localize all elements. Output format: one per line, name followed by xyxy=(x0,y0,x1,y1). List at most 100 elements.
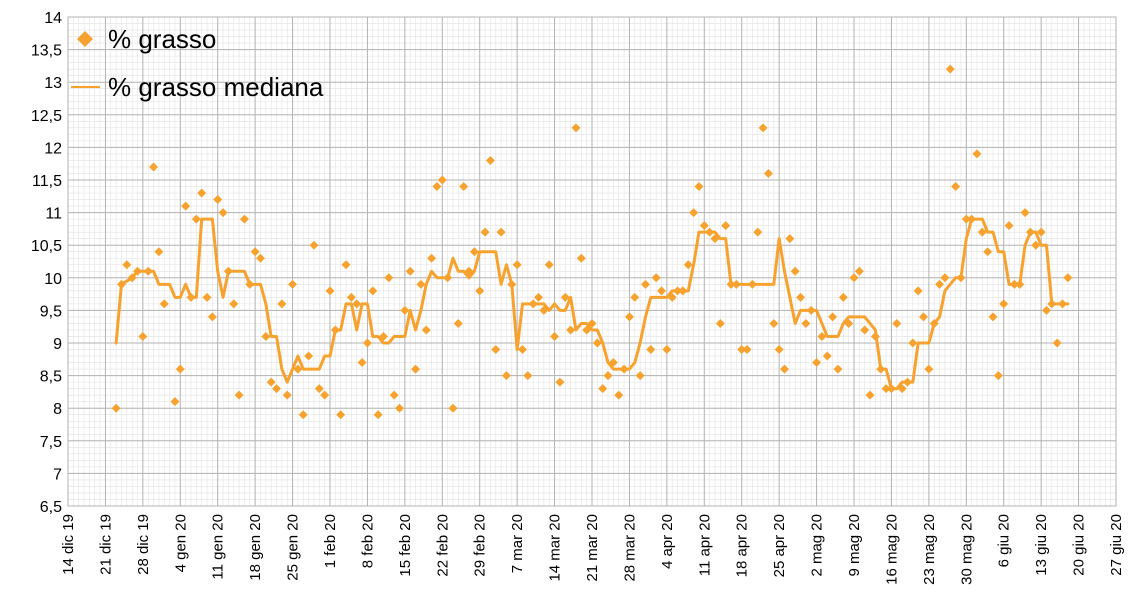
data-point-diamond xyxy=(491,345,501,355)
data-point-diamond xyxy=(1031,240,1041,250)
data-point-diamond xyxy=(1058,299,1068,309)
data-point-diamond xyxy=(453,318,463,328)
data-point-diamond xyxy=(935,279,945,289)
data-point-diamond xyxy=(870,331,880,341)
x-tick-label: 21 mar 20 xyxy=(584,514,601,582)
data-point-diamond xyxy=(395,403,405,413)
data-point-diamond xyxy=(245,279,255,289)
data-point-diamond xyxy=(1015,279,1025,289)
data-point-diamond xyxy=(266,377,276,387)
data-point-diamond xyxy=(250,247,260,257)
data-point-diamond xyxy=(603,371,613,381)
x-tick-label: 4 gen 20 xyxy=(172,514,189,572)
data-point-diamond xyxy=(534,292,544,302)
data-point-diamond xyxy=(191,214,201,224)
data-point-diamond xyxy=(662,345,672,355)
data-point-diamond xyxy=(528,299,538,309)
data-point-diamond xyxy=(737,345,747,355)
data-point-diamond xyxy=(459,182,469,192)
data-point-diamond xyxy=(678,286,688,296)
y-tick-label: 11 xyxy=(45,206,62,223)
data-point-diamond xyxy=(993,371,1003,381)
data-point-diamond xyxy=(1025,227,1035,237)
data-point-diamond xyxy=(1009,279,1019,289)
x-tick-label: 9 mag 20 xyxy=(846,514,863,577)
x-tick-label: 16 mag 20 xyxy=(883,514,900,585)
data-point-diamond xyxy=(272,384,282,394)
data-point-diamond xyxy=(967,214,977,224)
data-point-diamond xyxy=(523,371,533,381)
data-point-diamond xyxy=(699,221,709,231)
data-point-diamond xyxy=(614,390,624,400)
data-point-diamond xyxy=(951,182,961,192)
data-point-diamond xyxy=(731,279,741,289)
data-point-diamond xyxy=(223,266,233,276)
data-point-diamond xyxy=(876,364,886,374)
data-point-diamond xyxy=(384,273,394,283)
y-tick-label: 9 xyxy=(53,336,62,353)
x-tick-label: 28 mar 20 xyxy=(621,514,638,582)
x-tick-label: 22 feb 20 xyxy=(434,514,451,577)
data-point-diamond xyxy=(411,364,421,374)
x-tick-label: 28 dic 19 xyxy=(135,514,152,575)
data-point-diamond xyxy=(630,292,640,302)
data-point-diamond xyxy=(421,325,431,335)
x-tick-label: 14 mar 20 xyxy=(547,514,564,582)
data-point-diamond xyxy=(239,214,249,224)
data-point-diamond xyxy=(576,253,586,263)
legend-label-markers: % grasso xyxy=(108,24,216,54)
data-point-diamond xyxy=(710,234,720,244)
data-point-diamond xyxy=(651,273,661,283)
y-axis-tick-labels: 6,5 7 7,5 8 8,5 9 9,5 10 10,5 11 11,5 12 12,5 13 13,5 1… xyxy=(31,10,62,516)
data-point-diamond xyxy=(464,266,474,276)
data-point-diamond xyxy=(747,279,757,289)
data-point-diamond xyxy=(972,149,982,159)
data-point-diamond xyxy=(507,279,517,289)
data-point-diamond xyxy=(175,364,185,374)
y-tick-label: 13 xyxy=(44,75,62,92)
data-point-diamond xyxy=(796,292,806,302)
data-point-diamond xyxy=(352,299,362,309)
x-tick-label: 8 feb 20 xyxy=(359,514,376,568)
x-tick-label: 11 gen 20 xyxy=(210,514,227,580)
data-point-diamond xyxy=(336,410,346,420)
data-point-diamond xyxy=(646,345,656,355)
data-point-diamond xyxy=(496,227,506,237)
x-tick-label: 18 apr 20 xyxy=(734,514,751,577)
data-point-diamond xyxy=(261,331,271,341)
x-tick-label: 25 gen 20 xyxy=(285,514,302,581)
x-tick-label: 2 mag 20 xyxy=(809,514,826,577)
data-point-diamond xyxy=(919,312,929,322)
data-point-diamond xyxy=(512,260,522,270)
data-point-diamond xyxy=(769,318,779,328)
x-tick-label: 27 giu 20 xyxy=(1108,514,1125,576)
data-point-diamond xyxy=(362,338,372,348)
data-point-diamond xyxy=(753,227,763,237)
data-point-diamond xyxy=(309,240,319,250)
x-tick-label: 11 apr 20 xyxy=(696,514,713,576)
data-point-diamond xyxy=(705,227,715,237)
data-point-diamond xyxy=(485,155,495,165)
data-point-diamond xyxy=(293,364,303,374)
data-point-diamond xyxy=(1047,299,1057,309)
data-point-diamond xyxy=(298,410,308,420)
data-point-diamond xyxy=(378,331,388,341)
data-point-diamond xyxy=(929,318,939,328)
data-point-diamond xyxy=(828,312,838,322)
y-tick-label: 7,5 xyxy=(40,434,62,451)
data-point-diamond xyxy=(983,247,993,257)
data-point-diamond xyxy=(1041,305,1051,315)
data-point-diamond xyxy=(806,305,816,315)
data-point-diamond xyxy=(111,403,121,413)
data-point-diamond xyxy=(1004,221,1014,231)
data-point-diamond xyxy=(346,292,356,302)
data-point-diamond xyxy=(218,208,228,218)
data-point-diamond xyxy=(956,273,966,283)
x-axis-tick-labels: 14 dic 19 21 dic 19 28 dic 19 4 gen 20 11 ge… xyxy=(60,514,1125,585)
data-point-diamond xyxy=(277,299,287,309)
data-point-diamond xyxy=(779,364,789,374)
y-tick-label: 10,5 xyxy=(31,238,62,255)
data-point-diamond xyxy=(170,397,180,407)
data-point-diamond xyxy=(229,299,239,309)
